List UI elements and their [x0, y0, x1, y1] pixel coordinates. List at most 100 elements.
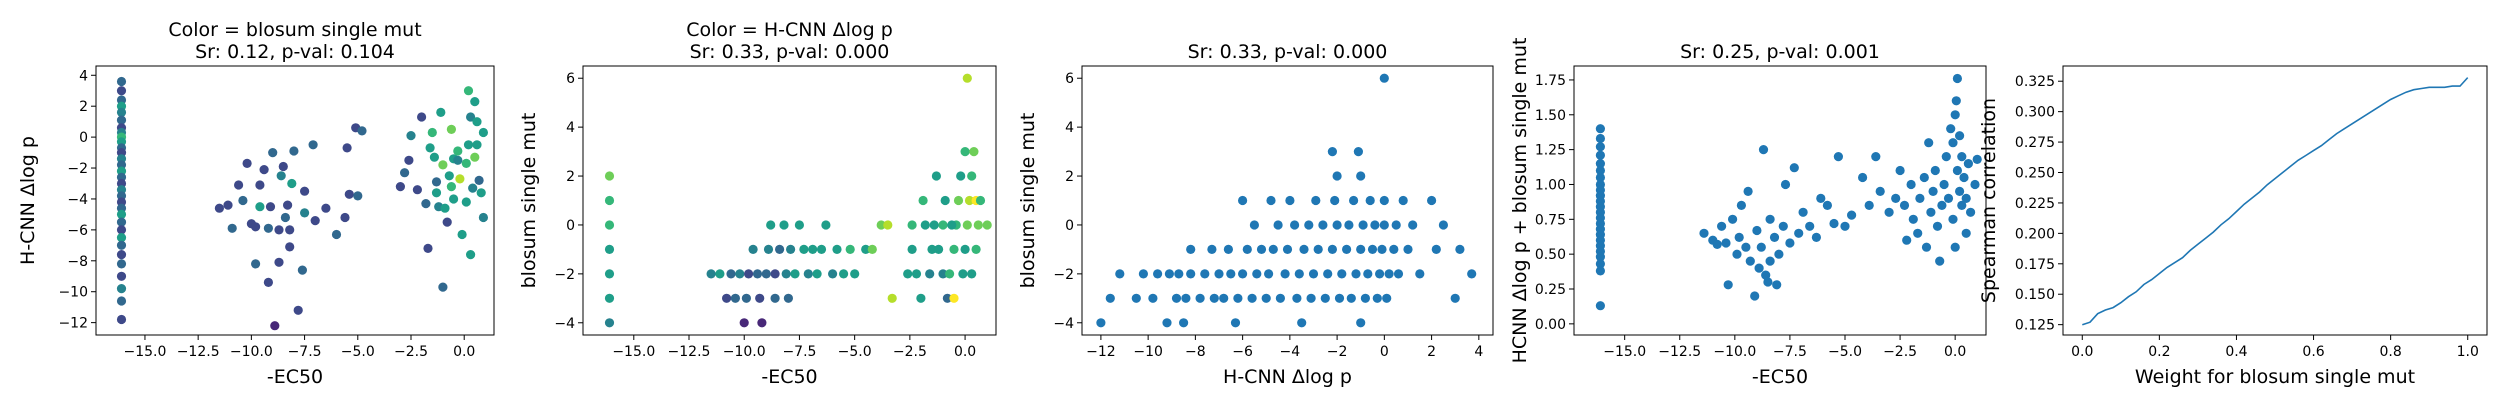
scatter-point — [1252, 269, 1262, 279]
scatter-point — [604, 195, 615, 206]
scatter-point — [1816, 193, 1826, 203]
scatter-point — [285, 242, 295, 252]
scatter-point — [1928, 186, 1938, 196]
scatter-point — [1311, 195, 1321, 206]
scatter-point — [867, 244, 877, 254]
scatter-point — [1961, 193, 1971, 203]
scatter-point — [1389, 244, 1399, 254]
y-tick-label: −12 — [58, 316, 88, 332]
x-tick-label: 0.4 — [2225, 344, 2247, 360]
scatter-point — [1829, 218, 1839, 229]
x-axis-label: Weight for blosum single mut — [2135, 366, 2415, 388]
scatter-point — [321, 203, 331, 213]
y-tick-label: −2 — [1053, 267, 1074, 283]
series-line — [2082, 77, 2469, 326]
y-tick-label: 6 — [1065, 71, 1074, 87]
scatter-point — [287, 178, 297, 189]
scatter-point — [726, 269, 736, 279]
x-axis-label: -EC50 — [267, 366, 323, 388]
scatter-point — [263, 223, 273, 233]
scatter-point — [1174, 269, 1184, 279]
scatter-point — [1356, 318, 1366, 328]
scatter-point — [604, 269, 615, 279]
scatter-point — [911, 269, 922, 279]
scatter-point — [1308, 269, 1319, 279]
scatter-point — [1741, 242, 1751, 252]
scatter-point — [223, 200, 233, 210]
scatter-point — [446, 182, 456, 192]
x-tick-label: 0.6 — [2302, 344, 2324, 360]
scatter-point — [781, 269, 791, 279]
scatter-point — [406, 131, 416, 141]
scatter-point — [255, 202, 265, 212]
scatter-point — [1375, 269, 1385, 279]
scatter-point — [1256, 244, 1267, 254]
scatter-point — [1226, 269, 1236, 279]
scatter-point — [1415, 269, 1425, 279]
x-tick-label: 0.0 — [1944, 344, 1966, 360]
y-axis-label: blosum single mut — [1017, 113, 1039, 289]
y-tick-label: 0 — [79, 130, 88, 146]
scatter-point — [438, 160, 448, 170]
scatter-point — [1884, 207, 1894, 217]
x-tick-label: −15.0 — [612, 344, 655, 360]
y-tick-label: 0.200 — [2015, 226, 2055, 242]
scatter-point — [1268, 244, 1278, 254]
scatter-point — [1455, 244, 1465, 254]
scatter-point — [270, 321, 280, 331]
scatter-point — [1957, 152, 1967, 162]
scatter-point — [1595, 172, 1605, 183]
scatter-point — [604, 293, 615, 303]
scatter-point — [1955, 131, 1965, 141]
scatter-point — [956, 171, 966, 181]
scatter-point — [466, 250, 476, 260]
x-tick-label: −2.5 — [394, 344, 428, 360]
axes-frame — [1081, 65, 1494, 336]
x-tick-label: 1.0 — [2457, 344, 2479, 360]
scatter-point — [1261, 293, 1271, 303]
scatter-point — [1379, 220, 1389, 230]
scatter-point — [1391, 220, 1401, 230]
x-tick-label: 0.0 — [453, 344, 475, 360]
scatter-point — [1377, 244, 1387, 254]
y-tick-label: −10 — [58, 285, 88, 301]
scatter-point — [1732, 249, 1742, 259]
scatter-point — [1294, 269, 1304, 279]
scatter-point — [779, 220, 789, 230]
scatter-point — [953, 195, 964, 206]
scatter-point — [1313, 244, 1323, 254]
axes-frame — [582, 65, 997, 336]
x-tick-label: −12.5 — [1658, 344, 1701, 360]
scatter-point — [116, 284, 127, 294]
scatter-point — [1924, 138, 1934, 148]
x-tick-label: −8 — [1185, 344, 1206, 360]
scatter-point — [803, 269, 813, 279]
scatter-point — [1164, 269, 1174, 279]
y-tick-label: 2 — [1065, 169, 1074, 185]
y-tick-label: 0 — [566, 218, 575, 234]
scatter-point — [214, 203, 224, 213]
scatter-point — [1242, 244, 1252, 254]
scatter-point — [1970, 179, 1980, 190]
x-tick-label: −6 — [1232, 344, 1253, 360]
x-tick-label: −12 — [1086, 344, 1116, 360]
x-tick-label: −10.0 — [1713, 344, 1756, 360]
scatter-point — [1943, 193, 1954, 203]
scatter-point — [1789, 163, 1799, 173]
scatter-point — [238, 195, 248, 206]
scatter-point — [1915, 193, 1925, 203]
scatter-point — [276, 171, 286, 181]
scatter-point — [280, 212, 290, 223]
x-tick-label: −15.0 — [123, 344, 166, 360]
x-tick-label: −5.0 — [838, 344, 872, 360]
x-tick-label: −15.0 — [1603, 344, 1646, 360]
scatter-point — [227, 223, 237, 233]
scatter-point — [1840, 221, 1850, 231]
scatter-point — [1393, 269, 1404, 279]
scatter-point — [1384, 269, 1394, 279]
scatter-point — [116, 240, 127, 250]
scatter-point — [1266, 195, 1276, 206]
scatter-point — [808, 244, 818, 254]
scatter-point — [442, 217, 452, 227]
scatter-point — [425, 143, 435, 153]
